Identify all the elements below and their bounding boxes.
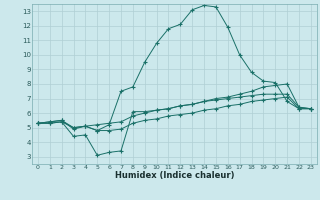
X-axis label: Humidex (Indice chaleur): Humidex (Indice chaleur) [115,171,234,180]
